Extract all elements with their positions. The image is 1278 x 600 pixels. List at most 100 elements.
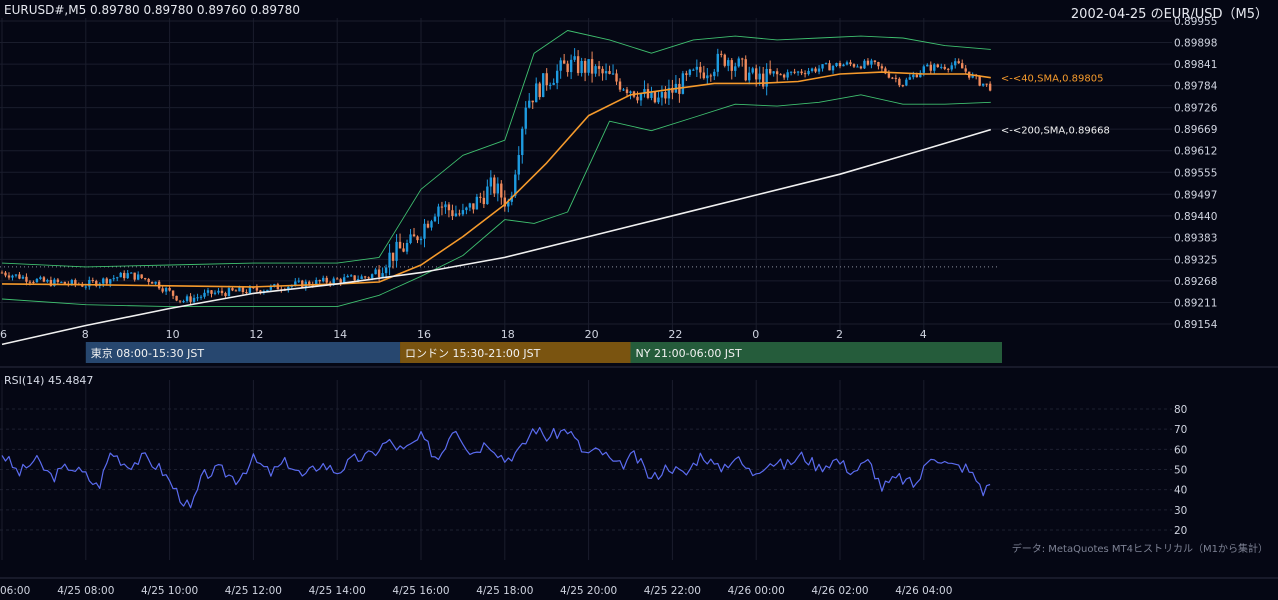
candle-body	[772, 71, 775, 74]
candle-body	[322, 277, 325, 282]
candle-body	[535, 83, 538, 103]
candle-body	[126, 273, 129, 279]
candle-body	[922, 66, 925, 73]
candle-body	[273, 284, 276, 286]
candle-body	[342, 277, 346, 283]
candle-body	[650, 91, 653, 98]
candle-body	[196, 297, 199, 299]
candle-body	[531, 100, 534, 103]
candle-body	[129, 272, 133, 274]
source-note: データ: MetaQuotes MT4ヒストリカル（M1から集計）	[1011, 544, 1268, 555]
candle-body	[56, 279, 60, 283]
candle-body	[587, 59, 590, 73]
candle-body	[74, 280, 77, 285]
date-tick-label: 4/25 20:00	[560, 585, 617, 597]
candle-body	[688, 69, 692, 75]
candle-body	[384, 267, 388, 274]
candle-body	[252, 287, 255, 289]
candle-body	[332, 278, 335, 284]
candle-body	[873, 60, 877, 63]
price-tick-label: 0.89612	[1174, 146, 1217, 158]
candle-body	[779, 74, 782, 76]
candle-body	[933, 64, 936, 71]
candle-body	[880, 66, 884, 69]
candle-body	[210, 290, 213, 294]
candle-body	[133, 272, 136, 280]
candle-body	[727, 60, 730, 66]
candle-body	[660, 92, 664, 98]
candle-body	[810, 68, 814, 71]
candle-body	[545, 73, 548, 86]
candle-body	[255, 287, 259, 291]
candle-body	[894, 77, 898, 79]
candle-body	[95, 280, 98, 286]
candle-body	[821, 64, 824, 69]
candle-body	[109, 279, 112, 284]
london-session-label: ロンドン 15:30-21:00 JST	[405, 347, 541, 360]
candle-body	[416, 236, 419, 241]
candle-body	[583, 60, 587, 73]
price-tick-label: 0.89898	[1174, 38, 1217, 50]
candle-body	[590, 59, 594, 74]
price-tick-label: 0.89154	[1174, 319, 1218, 331]
candle-body	[957, 61, 960, 64]
candle-body	[800, 71, 803, 74]
sma-200-label: <-<200,SMA,0.89668	[1001, 126, 1110, 137]
candle-body	[653, 91, 657, 103]
candle-body	[468, 203, 472, 208]
candle-body	[552, 82, 555, 85]
candle-body	[831, 66, 835, 71]
bollinger-lower-band	[1, 94, 991, 308]
candle-body	[775, 71, 779, 75]
candle-body	[123, 272, 126, 279]
rsi-tick-label: 40	[1174, 485, 1187, 497]
candle-body	[486, 186, 489, 205]
candle-body	[315, 280, 318, 286]
candle-body	[947, 68, 950, 70]
london-session-bar	[400, 342, 631, 363]
date-tick-label: 4/25 18:00	[476, 585, 533, 597]
candle-body	[887, 73, 891, 78]
candle-body	[737, 58, 740, 67]
candle-body	[63, 281, 67, 284]
candle-body	[349, 275, 353, 277]
hour-tick-label: 0	[752, 328, 759, 341]
candle-body	[489, 177, 493, 187]
candle-body	[437, 206, 440, 217]
candle-body	[7, 275, 11, 278]
candle-body	[814, 68, 817, 72]
candle-body	[786, 72, 789, 78]
candle-body	[53, 279, 56, 286]
date-tick-label: 4/25 08:00	[57, 585, 114, 597]
candle-body	[692, 69, 695, 71]
candle-body	[538, 83, 541, 98]
candle-body	[936, 64, 939, 68]
candle-body	[227, 288, 231, 297]
candle-body	[402, 248, 405, 252]
candle-body	[884, 68, 887, 74]
candle-body	[615, 73, 618, 82]
candle-body	[241, 287, 245, 292]
price-tick-label: 0.89784	[1174, 81, 1218, 93]
candle-body	[636, 96, 639, 101]
candle-body	[863, 60, 866, 69]
ny-session-bar	[630, 342, 1002, 363]
candle-body	[748, 72, 751, 81]
price-tick-label: 0.89211	[1174, 297, 1217, 309]
date-tick-label: 4/26 00:00	[728, 585, 785, 597]
candle-body	[877, 62, 880, 67]
candle-body	[639, 93, 643, 101]
candle-body	[426, 223, 430, 228]
candle-body	[203, 292, 206, 297]
candle-body	[409, 234, 412, 243]
candle-body	[604, 71, 608, 74]
candle-body	[943, 66, 946, 69]
candle-body	[363, 276, 367, 278]
candle-body	[440, 206, 444, 208]
candle-body	[793, 71, 796, 73]
sma-200-line	[1, 128, 992, 346]
candle-body	[433, 216, 437, 222]
candle-body	[395, 241, 398, 261]
candle-body	[175, 295, 178, 301]
